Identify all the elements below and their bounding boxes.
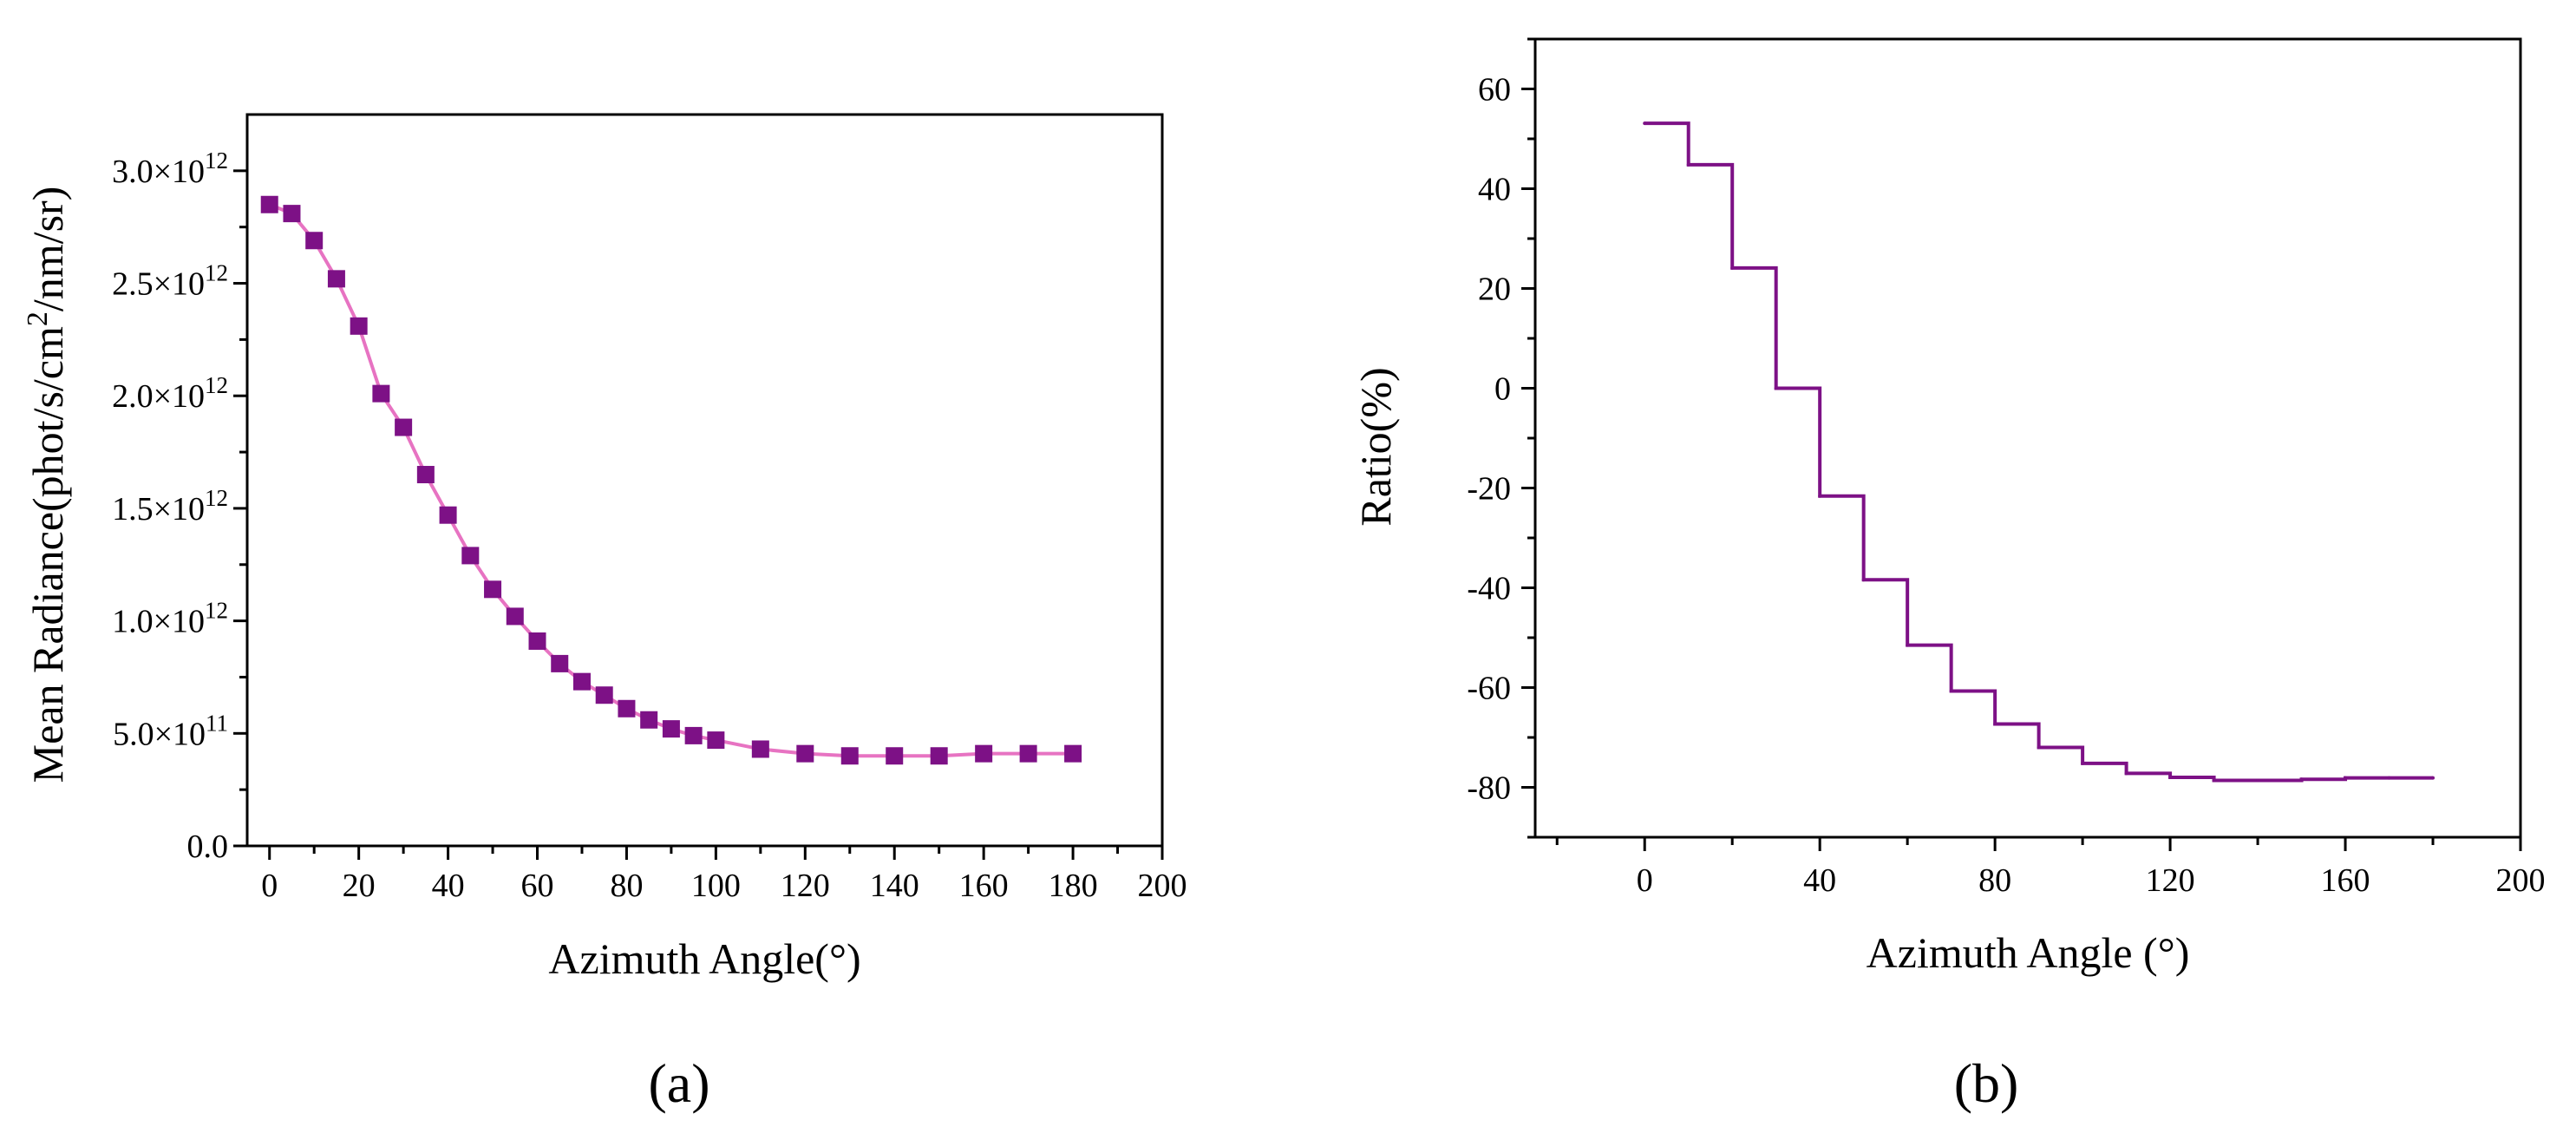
chart-a-data-point [684, 726, 703, 744]
chart-b-data-point [2168, 776, 2173, 779]
chart-a-data-point [372, 384, 390, 403]
chart-a-data-point [618, 699, 636, 717]
chart-b-x-tick-label: 200 [2496, 862, 2546, 899]
chart-b-data-point [1643, 121, 1647, 126]
chart-a-data-point [662, 720, 680, 738]
chart-a-y-tick-label: 2.5×1012 [112, 260, 228, 303]
chart-b-data-point [2081, 761, 2085, 765]
chart-b-data-point [1861, 578, 1866, 582]
chart-a-data-point [840, 747, 859, 765]
chart-a-data-point [751, 740, 769, 758]
chart-b-x-tick-label: 40 [1803, 862, 1836, 899]
chart-b-data-point [2431, 776, 2435, 780]
chart-a: 0 20 40 60 80 100 120 140 160 180 200 0.0 5.0×1011 1.… [22, 113, 1187, 1114]
chart-b-data-point [1993, 722, 1997, 726]
chart-b-data-point [1818, 494, 1822, 498]
chart-a-data-point [260, 195, 278, 213]
chart-b-data-point [2212, 778, 2216, 783]
chart-a-data-point [439, 506, 457, 524]
chart-b-data-point [1949, 689, 1953, 693]
chart-a-data-point [484, 580, 502, 599]
chart-b-y-tick-label: -20 [1467, 471, 1511, 508]
chart-a-y-tick-label: 2.0×1012 [112, 372, 228, 415]
chart-b-data-point [2037, 745, 2041, 750]
chart-b-data-point [1906, 643, 1910, 647]
chart-a-y-tick-label: 1.5×1012 [112, 485, 228, 527]
chart-b-data-point [2387, 776, 2391, 780]
chart-b-data-point [1730, 265, 1735, 270]
chart-b-data-point [1686, 162, 1690, 167]
chart-a-data-point [305, 232, 324, 250]
chart-a-x-tick-label: 40 [432, 868, 465, 904]
chart-a-data-point [461, 547, 480, 565]
chart-a-y-tick-label: 1.0×1012 [112, 598, 228, 640]
chart-b-series-step-line [1644, 121, 2434, 783]
chart-a-data-point [930, 747, 948, 765]
chart-b-ticks: 0 40 80 120 160 200 -80 -60 -40 -20 0 20 40 60 [1467, 37, 2546, 899]
chart-b-y-tick-label: 60 [1478, 72, 1511, 108]
chart-a-x-tick-label: 80 [610, 868, 643, 904]
chart-b-y-axis-label: Ratio(%) [1351, 367, 1400, 526]
chart-a-x-tick-label: 140 [870, 868, 919, 904]
chart-a-data-point [395, 418, 413, 436]
chart-a-data-point [595, 686, 613, 704]
chart-a-data-point [572, 672, 591, 691]
chart-a-data-point [886, 747, 904, 765]
chart-a-x-tick-label: 60 [521, 868, 554, 904]
chart-a-x-tick-label: 100 [691, 868, 741, 904]
chart-a-x-tick-label: 180 [1049, 868, 1098, 904]
chart-a-x-tick-label: 0 [261, 868, 278, 904]
chart-a-data-point [528, 632, 546, 650]
chart-a-data [260, 195, 1082, 765]
chart-b-x-tick-label: 80 [1978, 862, 2011, 899]
chart-b: 0 40 80 120 160 200 -80 -60 -40 -20 0 20 40 60 Azimut… [1351, 37, 2546, 1114]
chart-a-data-point [796, 744, 814, 763]
chart-b-plot-frame [1533, 37, 2522, 839]
chart-a-data-point [506, 607, 524, 626]
chart-a-x-tick-label: 160 [959, 868, 1009, 904]
chart-a-y-tick-label: 5.0×1011 [113, 710, 228, 752]
chart-a-x-tick-label: 200 [1138, 868, 1187, 904]
chart-b-data-point [2299, 777, 2304, 782]
chart-a-y-tick-label: 0.0 [187, 829, 229, 865]
chart-b-data [1643, 121, 2435, 783]
chart-b-data-point [1774, 386, 1778, 390]
chart-b-y-tick-label: -40 [1467, 571, 1511, 607]
chart-a-y-tick-label: 3.0×1012 [112, 147, 228, 190]
chart-a-x-axis-label: Azimuth Angle(°) [548, 934, 860, 983]
chart-a-data-point [707, 731, 725, 750]
chart-a-data-point [1064, 744, 1082, 763]
chart-a-data-point [551, 654, 569, 672]
chart-a-data-point [416, 466, 435, 484]
chart-a-data-point [1019, 744, 1037, 763]
chart-b-y-tick-label: 40 [1478, 172, 1511, 208]
chart-b-data-point [2124, 771, 2128, 776]
chart-b-x-axis-label: Azimuth Angle (°) [1867, 928, 2190, 977]
chart-b-x-tick-label: 160 [2321, 862, 2370, 899]
chart-a-data-point [975, 744, 993, 763]
chart-b-x-tick-label: 0 [1637, 862, 1653, 899]
chart-a-caption: (a) [648, 1052, 709, 1114]
chart-a-x-tick-label: 120 [781, 868, 830, 904]
chart-b-x-tick-label: 120 [2146, 862, 2195, 899]
chart-b-y-tick-label: -60 [1467, 671, 1511, 707]
chart-b-y-tick-label: 20 [1478, 272, 1511, 308]
chart-a-data-point [327, 270, 345, 288]
chart-a-data-point [283, 205, 301, 223]
chart-a-plot-frame [245, 113, 1164, 848]
chart-b-data-point [2256, 778, 2260, 783]
chart-b-caption: (b) [1954, 1052, 2019, 1114]
chart-b-y-tick-label: 0 [1494, 371, 1511, 408]
chart-a-data-point [350, 317, 368, 335]
chart-b-data-point [2344, 776, 2348, 780]
chart-a-y-axis-label: Mean Radiance(phot/s/cm2/nm/sr) [22, 187, 72, 783]
chart-a-ticks: 0 20 40 60 80 100 120 140 160 180 200 0.0 5.0×1011 1.… [112, 147, 1187, 904]
chart-b-y-tick-label: -80 [1467, 770, 1511, 807]
chart-a-series-line [268, 202, 1074, 758]
chart-a-x-tick-label: 20 [343, 868, 376, 904]
chart-a-data-point [640, 711, 658, 729]
